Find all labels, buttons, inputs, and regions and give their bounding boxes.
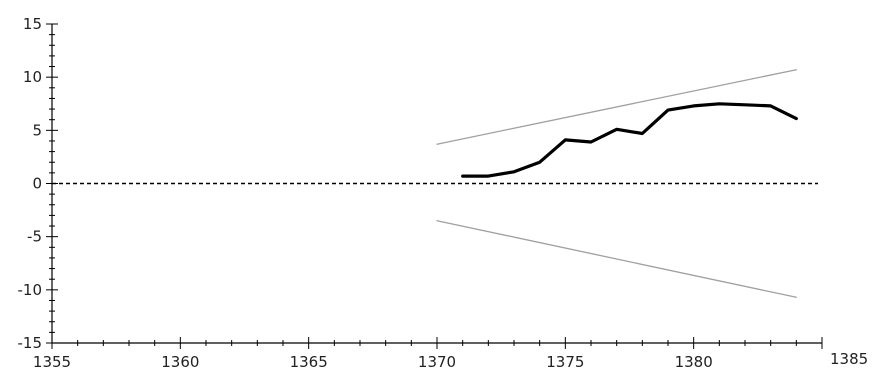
main-series-line (461, 102, 798, 178)
y-tick-label: -15 (18, 334, 43, 352)
x-tick-label: 1355 (33, 353, 71, 371)
axes (46, 23, 823, 349)
x-tick-label: 1360 (161, 353, 199, 371)
y-tick-label: 0 (32, 175, 42, 193)
y-tick-label: -5 (27, 228, 42, 246)
y-tick-label: 5 (32, 121, 42, 139)
x-tick-label: 1385 (830, 350, 868, 368)
y-tick-label: -10 (18, 281, 43, 299)
series-group (436, 69, 798, 298)
y-tick-label: 15 (23, 15, 42, 33)
x-tick-label: 1375 (546, 353, 584, 371)
x-tick-label: 1370 (418, 353, 456, 371)
x-tick-label: 1380 (675, 353, 713, 371)
upper-bound-line (436, 69, 797, 145)
x-tick-label: 1365 (290, 353, 328, 371)
y-tick-label: 10 (23, 68, 42, 86)
lower-bound-line (436, 220, 797, 298)
